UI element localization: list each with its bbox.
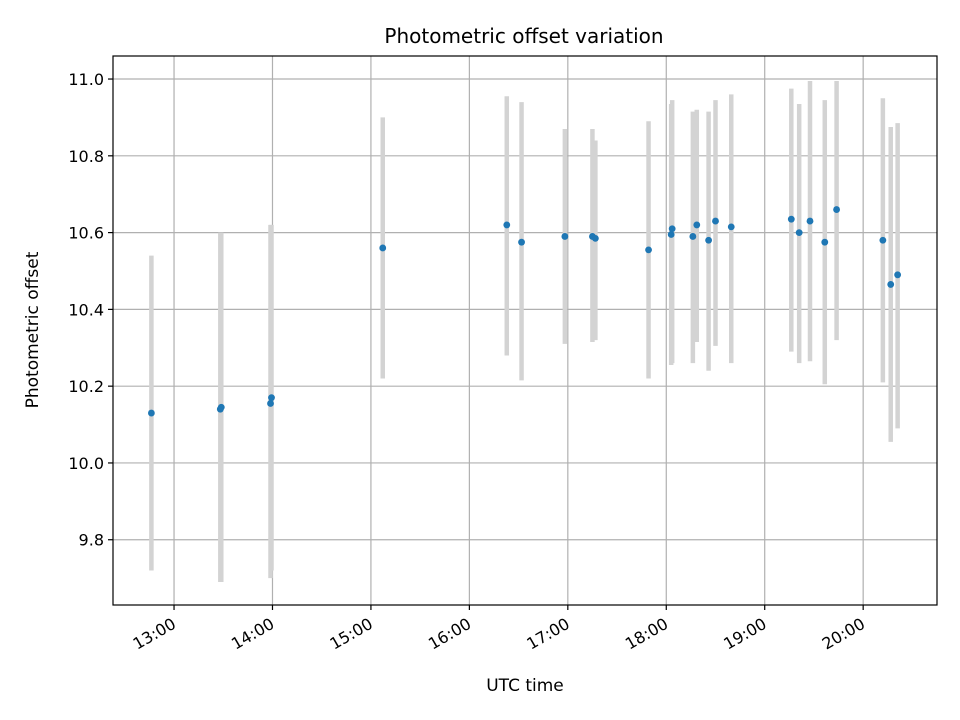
data-point xyxy=(518,238,525,246)
data-point xyxy=(217,403,225,411)
data-point xyxy=(727,223,735,231)
y-tick-label: 10.4 xyxy=(68,300,104,319)
chart-title: Photometric offset variation xyxy=(384,24,663,48)
data-point xyxy=(821,238,829,246)
y-tick-label: 10.0 xyxy=(68,454,104,473)
data-point xyxy=(705,236,713,244)
data-point xyxy=(689,233,697,240)
data-point xyxy=(667,231,675,238)
data-point xyxy=(795,229,803,237)
y-tick-label: 11.0 xyxy=(68,70,104,89)
data-point xyxy=(787,215,795,223)
y-tick-label: 10.8 xyxy=(68,147,104,166)
data-point xyxy=(267,400,274,407)
y-tick-label: 10.2 xyxy=(68,377,104,396)
data-point xyxy=(268,394,275,402)
x-axis-label: UTC time xyxy=(486,676,564,696)
y-tick-label: 10.6 xyxy=(68,224,104,243)
y-axis-label: Photometric offset xyxy=(23,251,43,408)
data-point xyxy=(379,244,387,252)
data-point xyxy=(591,234,599,242)
data-point xyxy=(147,409,155,417)
data-point xyxy=(833,206,840,213)
data-point xyxy=(887,281,895,288)
data-point xyxy=(561,233,569,240)
y-axis-ticks: 9.8 10.0 10.2 10.4 10.6 10.8 11.0 xyxy=(68,70,113,550)
data-point xyxy=(668,225,676,233)
data-point xyxy=(879,236,887,244)
plot-frame xyxy=(112,55,938,606)
data-point xyxy=(894,271,902,279)
plot-area xyxy=(113,56,937,605)
data-point xyxy=(503,221,511,229)
data-point xyxy=(712,217,719,225)
data-point xyxy=(806,217,814,225)
grid-lines xyxy=(113,56,937,605)
data-point xyxy=(693,221,701,229)
data-points xyxy=(147,206,902,417)
y-tick-label: 9.8 xyxy=(79,531,104,550)
data-point xyxy=(645,246,652,254)
